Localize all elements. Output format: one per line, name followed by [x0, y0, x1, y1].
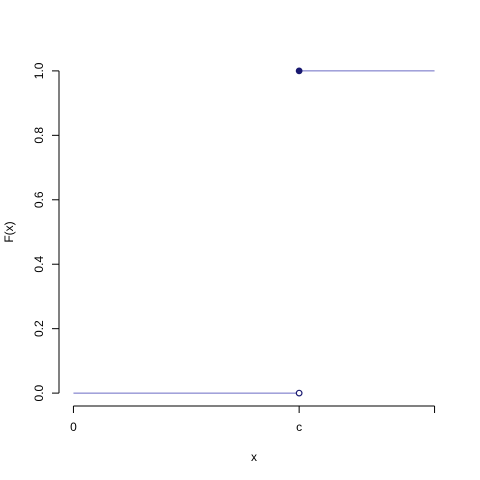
y-axis-label: F(x) — [2, 221, 16, 242]
y-tick-label: 0.8 — [32, 127, 46, 144]
y-tick-label: 0.2 — [32, 320, 46, 337]
y-tick-label: 0.0 — [32, 384, 46, 401]
closed-point — [295, 67, 303, 75]
open-point — [295, 389, 303, 397]
y-tick-label: 0.4 — [32, 256, 46, 273]
y-tick-label: 1.0 — [32, 62, 46, 79]
x-tick-label: 0 — [70, 420, 77, 434]
x-tick-label: c — [296, 420, 302, 434]
x-axis-label: x — [251, 450, 257, 464]
y-tick-label: 0.6 — [32, 191, 46, 208]
